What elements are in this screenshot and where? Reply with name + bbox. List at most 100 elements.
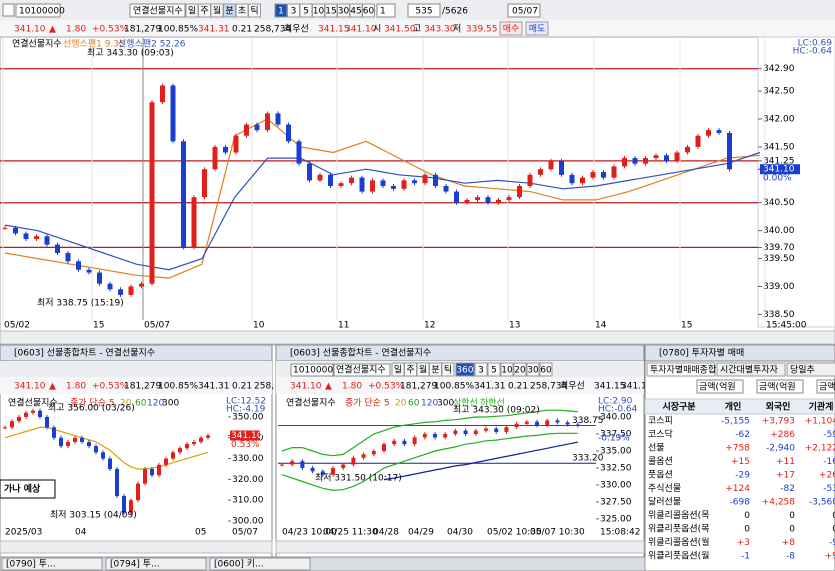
task-tab[interactable]: [1, 557, 103, 571]
candle: [86, 269, 92, 273]
name-select[interactable]: [333, 363, 391, 377]
candle: [185, 444, 189, 449]
label: /5626: [442, 7, 468, 17]
button[interactable]: [513, 362, 527, 377]
button-label[interactable]: 주: [406, 365, 414, 376]
select[interactable]: [816, 379, 835, 394]
button[interactable]: [539, 362, 553, 377]
note-box: [0, 479, 56, 499]
label: 05/07: [512, 7, 538, 17]
button-label[interactable]: 매도: [529, 24, 546, 35]
tab-label[interactable]: 투자자별매매종합: [650, 365, 716, 376]
cell: -2,940: [766, 444, 795, 454]
candle: [129, 500, 133, 513]
position-input[interactable]: [407, 3, 441, 18]
button-label[interactable]: 60: [363, 7, 375, 17]
button[interactable]: [441, 362, 455, 377]
y-tick-label: 339.50: [763, 254, 795, 264]
task-label[interactable]: [0600] 키...: [214, 559, 264, 570]
button[interactable]: [487, 362, 501, 377]
code-input[interactable]: [15, 3, 61, 18]
task-tab[interactable]: [105, 557, 207, 571]
button[interactable]: [455, 362, 475, 377]
icon-button[interactable]: [2, 3, 15, 17]
quote-item: 0.21: [232, 25, 252, 35]
quote-item: 341.10: [14, 382, 46, 392]
tab[interactable]: [716, 362, 786, 377]
button-label[interactable]: 5: [491, 366, 497, 376]
name-select[interactable]: [129, 3, 186, 18]
button-label[interactable]: 초: [238, 6, 246, 17]
button-label[interactable]: 10: [313, 7, 325, 17]
button[interactable]: [500, 362, 514, 377]
candle: [17, 416, 21, 422]
candle: [300, 461, 305, 468]
button-label[interactable]: 30: [527, 366, 539, 376]
tab-label[interactable]: 당일추: [790, 365, 815, 376]
cell: 0: [744, 511, 750, 521]
x-tick-label: 04/30: [447, 528, 473, 538]
main-chart: [0, 36, 835, 346]
label[interactable]: 금액(억원: [759, 381, 796, 393]
candle: [664, 155, 669, 161]
candle: [695, 135, 701, 147]
count-input[interactable]: [376, 3, 396, 18]
select[interactable]: [756, 379, 804, 394]
button-label[interactable]: 분: [431, 365, 439, 376]
select[interactable]: [696, 379, 744, 394]
button-label[interactable]: 틱: [444, 364, 452, 376]
tab[interactable]: [786, 362, 835, 377]
label[interactable]: 금액: [819, 381, 835, 393]
task-label[interactable]: [0790] 투...: [6, 559, 56, 570]
button-label[interactable]: 틱: [250, 5, 258, 17]
y-tick-label: 332.50: [600, 463, 632, 473]
candle: [338, 183, 344, 186]
button-label[interactable]: 5: [303, 7, 309, 17]
button-label[interactable]: 60: [540, 366, 552, 376]
button-label[interactable]: 360: [456, 366, 473, 376]
y-tick-label: 325.00: [600, 514, 632, 524]
task-label[interactable]: [0794] 투...: [110, 559, 160, 570]
button-label[interactable]: 매수: [503, 24, 520, 35]
button-label[interactable]: 45: [350, 7, 361, 17]
cell: 0: [744, 525, 750, 535]
button[interactable]: [526, 362, 540, 377]
button-label[interactable]: 10: [501, 366, 513, 376]
task-tab[interactable]: [209, 557, 311, 571]
quote-item: 341.15: [594, 382, 626, 392]
button-label[interactable]: 3: [291, 7, 297, 17]
button-label[interactable]: 분: [225, 6, 233, 17]
quote-item: 343.30: [424, 25, 456, 35]
annotation: 가나 예상: [4, 483, 41, 495]
cell: -5,155: [721, 417, 750, 427]
y-tick-label: 337.50: [600, 429, 632, 439]
button-label[interactable]: 일: [188, 6, 196, 17]
button-label[interactable]: 20: [514, 366, 526, 376]
button-label[interactable]: 일: [394, 365, 402, 376]
tab[interactable]: [646, 362, 716, 377]
code-input[interactable]: [290, 363, 334, 377]
button-label[interactable]: 주: [200, 6, 208, 17]
candle: [23, 233, 29, 240]
button-label[interactable]: 30: [338, 7, 350, 17]
button[interactable]: [525, 21, 549, 36]
candle: [178, 448, 182, 453]
button-label[interactable]: 3: [478, 366, 484, 376]
y-tick-label: 340.50: [763, 198, 795, 208]
tab-label[interactable]: 시간대별투자자: [720, 365, 779, 376]
quote-item: 341.10: [345, 25, 377, 35]
button[interactable]: [248, 3, 261, 18]
panel-title-bar: [644, 344, 835, 362]
button[interactable]: [362, 3, 375, 18]
button-label[interactable]: 월: [213, 5, 221, 17]
button[interactable]: [474, 362, 488, 377]
button-label[interactable]: 1: [278, 7, 284, 17]
cell: +3,793: [762, 417, 795, 427]
label[interactable]: 금액(억원: [699, 381, 736, 393]
date-input[interactable]: [507, 3, 541, 18]
button-label[interactable]: 15: [325, 7, 336, 17]
row-label: 풋옵션: [648, 470, 673, 481]
button[interactable]: [499, 21, 523, 36]
candle: [44, 236, 50, 245]
button-label[interactable]: 월: [419, 364, 427, 376]
